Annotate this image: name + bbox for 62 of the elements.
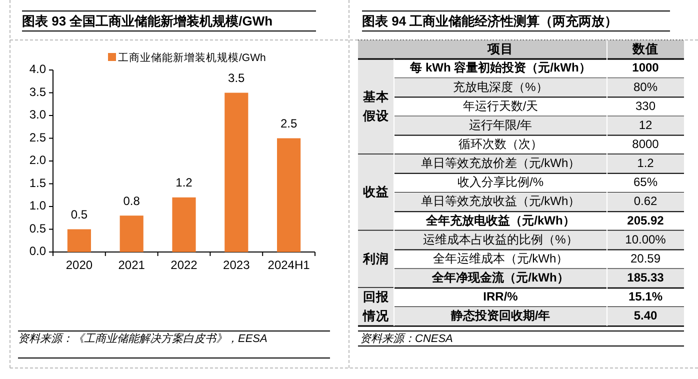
text: 330 <box>635 98 656 113</box>
text: 80% <box>633 80 658 94</box>
bar <box>224 92 248 252</box>
text: 205.92 <box>627 213 664 228</box>
data-label: 0.8 <box>123 194 140 208</box>
y-tick-label: 2.0 <box>29 153 46 168</box>
bar <box>120 216 144 252</box>
category-label: 静态投资回收期/年 <box>450 308 550 323</box>
category-label: 运行年限/年 <box>468 118 532 132</box>
chart-title: 图表 93 全国工商业储能新增装机规模/GWh <box>22 13 273 28</box>
x-tick-label: 2023 <box>223 258 250 272</box>
category-label: 全年净现金流（元/kWh） <box>431 270 569 284</box>
bar <box>172 197 196 252</box>
text: 65% <box>633 175 658 190</box>
y-tick-label: 1.0 <box>29 198 46 213</box>
text: 8000 <box>632 136 659 151</box>
bar <box>67 229 91 252</box>
category-label: 年运行天数/天 <box>462 98 538 113</box>
text: 185.33 <box>627 270 664 284</box>
text: 20.59 <box>630 251 661 266</box>
y-tick-label: 3.5 <box>29 84 46 99</box>
text: 利润 <box>358 230 394 288</box>
x-tick-label: 2020 <box>66 258 93 272</box>
text: 收益 <box>358 154 394 231</box>
bar <box>277 138 301 252</box>
data-label: 1.2 <box>176 176 193 190</box>
category-label: 收入分享比例/% <box>457 175 544 190</box>
category-label: 运维成本占收益的比例（%） <box>423 232 578 246</box>
y-tick-label: 0.0 <box>29 244 46 258</box>
category-label: 全年运维成本（元/kWh） <box>432 251 568 266</box>
data-label: 2.5 <box>280 116 298 130</box>
category-label: 充放电深度（%） <box>453 80 548 94</box>
data-label: 0.5 <box>70 207 88 222</box>
text: 基本假设 <box>358 59 394 154</box>
category-label: 全年充放电收益（元/kWh） <box>425 213 575 228</box>
category-label: 单日等效充放价差（元/kWh） <box>420 156 580 170</box>
y-tick-label: 4.0 <box>29 62 46 76</box>
x-tick-label: 2022 <box>170 258 198 272</box>
text: 回报情况 <box>358 288 394 326</box>
category-label: IRR/% <box>483 290 518 304</box>
text: 10.00% <box>625 232 666 246</box>
x-tick-label: 2024H1 <box>268 258 310 272</box>
text: 数值 <box>632 42 658 56</box>
text: 5.40 <box>634 308 658 323</box>
y-tick-label: 0.5 <box>29 221 46 236</box>
x-tick-label: 2021 <box>118 258 146 272</box>
text: 0.62 <box>634 194 658 208</box>
y-tick-label: 2.5 <box>29 130 46 144</box>
data-label: 3.5 <box>228 70 246 85</box>
text: 1000 <box>632 60 659 75</box>
category-label: 单日等效充放收益（元/kWh） <box>420 194 580 208</box>
legend-label: 工商业储能新增装机规模/GWh <box>118 50 266 64</box>
text: 资料来源：CNESA <box>360 332 453 345</box>
y-tick-label: 3.0 <box>29 108 46 122</box>
category-label: 每 kWh 容量初始投资（元/kWh） <box>409 60 591 75</box>
text: 15.1% <box>628 290 663 304</box>
text: 项目 <box>486 42 514 56</box>
text: 12 <box>638 118 652 132</box>
y-tick-label: 1.5 <box>29 176 46 190</box>
category-label: 循环次数（次） <box>458 136 542 151</box>
text: 图表 94 工商业储能经济性测算（两充两放） <box>362 13 618 28</box>
text: 1.2 <box>637 156 654 170</box>
